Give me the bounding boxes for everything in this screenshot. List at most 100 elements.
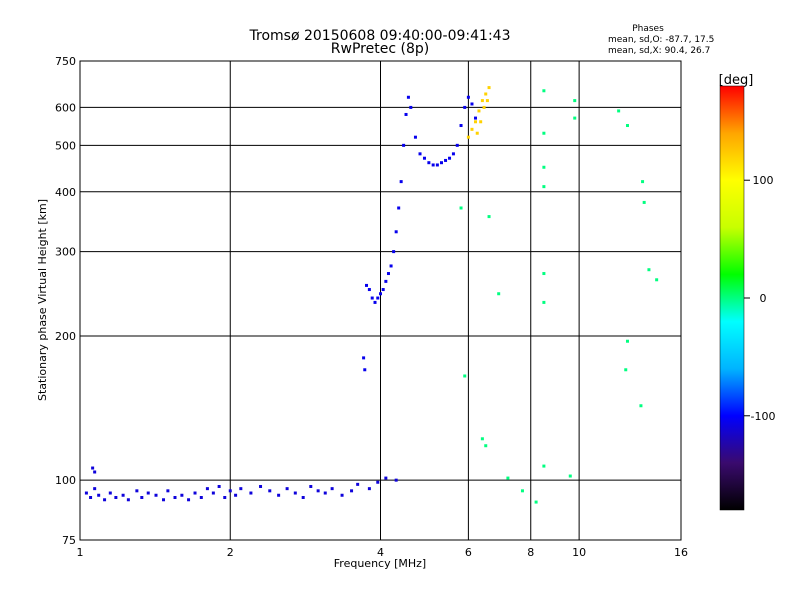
- phases-x-line: mean, sd,X: 90.4, 26.7: [608, 46, 710, 56]
- y-tick-label: 300: [55, 246, 76, 259]
- data-point: [399, 180, 403, 184]
- data-point: [463, 374, 467, 378]
- data-point: [356, 482, 360, 486]
- data-point: [520, 489, 524, 493]
- data-point: [479, 120, 483, 124]
- data-point: [473, 116, 477, 120]
- plot-frame: [79, 60, 682, 541]
- data-point: [211, 491, 215, 495]
- data-point: [568, 474, 572, 478]
- x-tick-label: 2: [227, 546, 234, 559]
- data-point: [154, 493, 158, 497]
- data-point: [91, 466, 95, 470]
- data-point: [376, 296, 380, 300]
- data-point: [485, 99, 489, 103]
- y-tick-label: 500: [55, 139, 76, 152]
- data-point: [363, 368, 367, 372]
- x-axis-label: Frequency [MHz]: [334, 557, 426, 570]
- data-point: [625, 339, 629, 343]
- data-point: [330, 487, 334, 491]
- y-tick-label: 75: [62, 534, 76, 547]
- data-point: [506, 476, 510, 480]
- x-tick-label: 10: [572, 546, 586, 559]
- data-point: [397, 206, 401, 210]
- data-point: [542, 464, 546, 468]
- data-point: [350, 489, 354, 493]
- data-point: [121, 493, 125, 497]
- y-tick-label: 600: [55, 101, 76, 114]
- data-point: [431, 163, 435, 167]
- data-point: [259, 484, 263, 488]
- data-point: [440, 161, 444, 165]
- data-point: [323, 491, 327, 495]
- y-axis-ticks: 75 100 200 300 400 500 600 750: [55, 55, 76, 547]
- data-point: [193, 491, 197, 495]
- data-point: [463, 105, 467, 109]
- data-point: [625, 124, 629, 128]
- data-point: [459, 206, 463, 210]
- data-point: [217, 484, 221, 488]
- data-point: [362, 356, 366, 360]
- data-point: [542, 89, 546, 93]
- data-point: [480, 99, 484, 103]
- data-point: [477, 109, 481, 113]
- colorbar-label: [deg]: [719, 73, 754, 88]
- data-point: [418, 152, 422, 156]
- data-point: [470, 102, 474, 106]
- data-point: [459, 124, 463, 128]
- data-point: [409, 105, 413, 109]
- data-point: [277, 493, 281, 497]
- data-point: [301, 495, 305, 499]
- colorbar-tick-label: 100: [753, 174, 774, 187]
- data-point: [180, 493, 184, 497]
- data-point: [379, 292, 382, 296]
- data-point: [93, 470, 97, 474]
- data-point: [316, 489, 320, 493]
- data-points: [84, 86, 659, 504]
- data-point: [647, 268, 651, 272]
- data-point: [239, 487, 243, 491]
- data-point: [639, 404, 643, 408]
- data-point: [394, 478, 398, 482]
- colorbar-frame: [719, 85, 745, 511]
- colorbar-ticks: 100 0 -100: [744, 174, 775, 423]
- data-point: [641, 180, 645, 184]
- data-point: [482, 105, 486, 109]
- data-point: [422, 156, 426, 160]
- data-point: [484, 444, 488, 448]
- data-point: [228, 489, 232, 493]
- data-point: [389, 264, 393, 268]
- data-point: [427, 161, 431, 165]
- data-point: [367, 288, 371, 292]
- data-point: [205, 487, 209, 491]
- x-tick-label: 4: [377, 546, 384, 559]
- data-point: [466, 95, 470, 99]
- data-point: [534, 500, 538, 504]
- phases-o-line: mean, sd,O: -87.7, 17.5: [608, 35, 714, 45]
- data-point: [448, 156, 452, 160]
- data-point: [542, 131, 546, 135]
- data-point: [487, 215, 491, 219]
- y-tick-label: 200: [55, 330, 76, 343]
- data-point: [573, 116, 577, 120]
- data-point: [340, 493, 344, 497]
- y-tick-label: 750: [55, 55, 76, 68]
- data-point: [376, 480, 380, 484]
- data-point: [381, 288, 385, 292]
- data-point: [108, 491, 112, 495]
- phases-heading: Phases: [632, 24, 664, 34]
- y-tick-label: 400: [55, 186, 76, 199]
- x-tick-label: 16: [674, 546, 688, 559]
- data-point: [617, 109, 621, 113]
- data-point: [309, 484, 313, 488]
- data-point: [484, 92, 488, 96]
- data-point: [413, 135, 417, 139]
- data-point: [542, 300, 546, 304]
- data-point: [624, 368, 628, 372]
- grid-lines: [80, 61, 681, 540]
- data-point: [93, 487, 97, 491]
- data-point: [234, 493, 238, 497]
- data-point: [146, 491, 150, 495]
- data-point: [455, 143, 459, 147]
